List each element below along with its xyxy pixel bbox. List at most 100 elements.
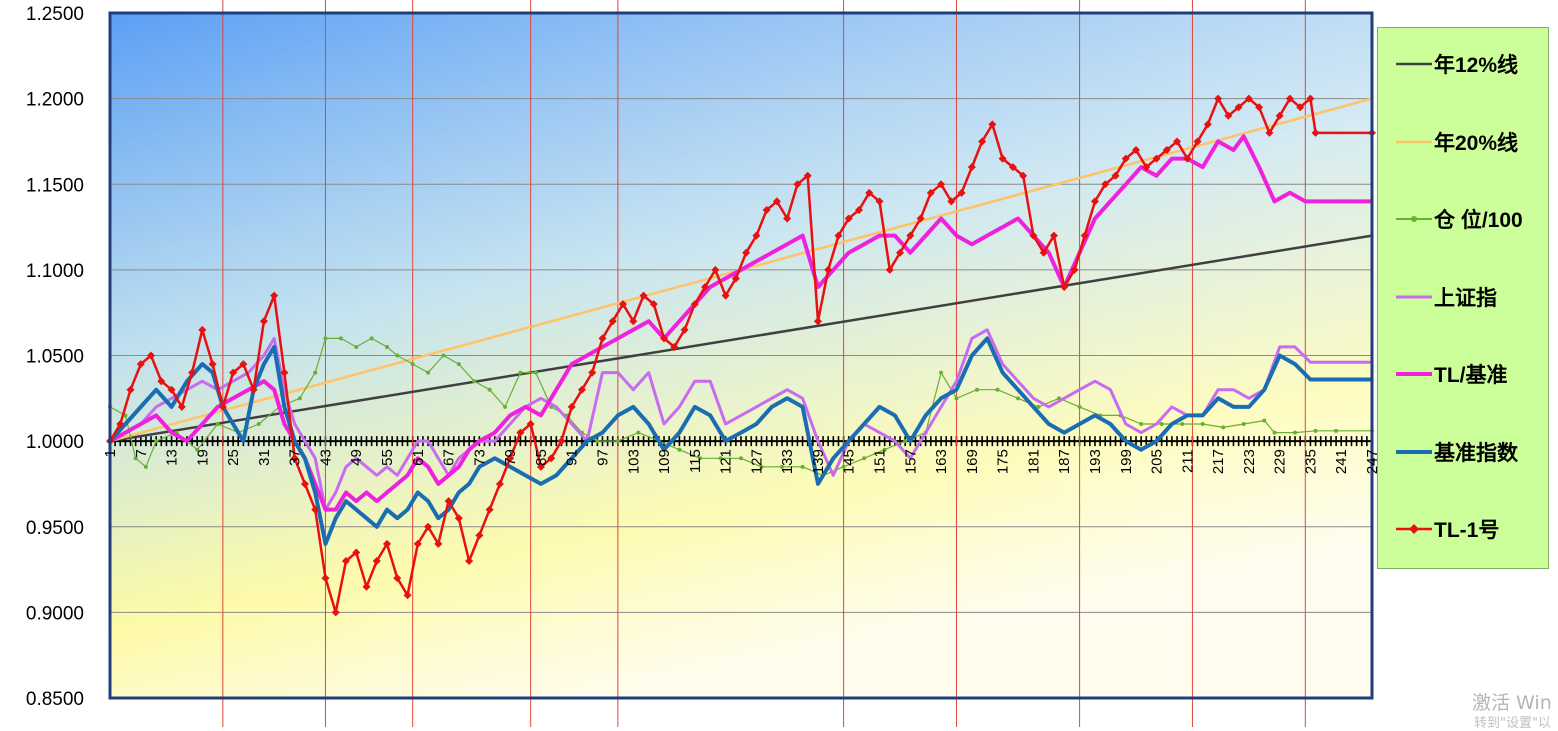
- series-point: [518, 370, 523, 375]
- series-0: [109, 234, 1373, 443]
- legend-item-3: 上证指: [1394, 277, 1497, 317]
- series-point: [167, 385, 176, 394]
- series-point: [1255, 103, 1264, 112]
- series-point: [385, 344, 390, 349]
- series-point: [1111, 171, 1120, 180]
- legend-label: 年12%线: [1434, 54, 1519, 77]
- series-point: [967, 163, 976, 172]
- y-tick-label: 1.2000: [26, 90, 84, 111]
- series-point: [116, 420, 125, 428]
- series-point: [533, 370, 538, 375]
- x-tick-label: 217: [1210, 449, 1227, 474]
- series-point: [916, 214, 925, 223]
- series-point: [526, 420, 535, 428]
- series-point: [341, 557, 350, 565]
- x-tick-label: 139: [810, 449, 827, 474]
- series-point: [772, 197, 781, 206]
- series-point: [1121, 154, 1130, 163]
- x-tick-label: 25: [225, 449, 242, 466]
- series-point: [780, 464, 785, 469]
- series-6: [106, 94, 1376, 617]
- series-point: [1203, 120, 1212, 129]
- x-tick-label: 199: [1118, 449, 1135, 474]
- series-point: [998, 154, 1007, 163]
- series-point: [896, 248, 905, 257]
- series-point: [465, 557, 474, 565]
- series-point: [731, 274, 740, 283]
- series-point: [1262, 418, 1267, 423]
- series-point: [297, 396, 302, 401]
- series-3: [109, 328, 1372, 512]
- series-point: [690, 300, 699, 309]
- series-point: [1132, 146, 1141, 154]
- x-tick-label: 205: [1149, 449, 1166, 474]
- series-point: [629, 317, 638, 326]
- x-tick-label: 247: [1364, 449, 1381, 474]
- y-axis-ticks: 0.8500 0.9000 0.9500 1.0000 1.0500 1.1000 1.15…: [26, 4, 84, 710]
- series-point: [759, 464, 764, 469]
- series-point: [1193, 137, 1202, 146]
- series-point: [1296, 103, 1305, 112]
- legend-label: 年20%线: [1434, 131, 1519, 155]
- series-point: [841, 464, 846, 469]
- y-tick-label: 1.1000: [26, 261, 84, 282]
- series-point: [1101, 180, 1110, 189]
- series-point: [495, 479, 504, 488]
- plot-border: [108, 11, 1374, 700]
- x-tick-label: 73: [471, 449, 488, 466]
- legend-item-2: 仓 位/100: [1394, 199, 1523, 239]
- series-point: [978, 137, 987, 146]
- legend-swatch: [1396, 216, 1432, 222]
- series-point: [1272, 430, 1277, 435]
- x-tick-label: 115: [687, 449, 704, 473]
- series-point: [352, 548, 361, 557]
- series-point: [1221, 425, 1226, 430]
- series-point: [1173, 137, 1182, 146]
- legend-swatch: [1396, 524, 1432, 534]
- series-point: [1019, 171, 1028, 180]
- series-point: [1070, 265, 1079, 274]
- series-point: [215, 422, 220, 426]
- series-point: [711, 265, 720, 274]
- x-tick-label: 127: [748, 449, 765, 474]
- series-group: [106, 94, 1376, 617]
- series-point: [903, 439, 908, 444]
- y-tick-label: 1.0500: [26, 347, 84, 368]
- series-point: [1008, 163, 1017, 172]
- series-point: [472, 379, 477, 384]
- legend-swatch: [1396, 449, 1432, 454]
- series-point: [1029, 231, 1038, 240]
- series-point: [1049, 231, 1058, 240]
- baseline-tick-marks: [109, 436, 1373, 447]
- series-point: [739, 456, 743, 461]
- series-point: [154, 439, 159, 444]
- series-point: [1241, 422, 1246, 426]
- series-point: [126, 385, 135, 394]
- y-tick-label: 1.2500: [26, 4, 84, 25]
- series-point: [300, 479, 309, 488]
- series-point: [503, 404, 508, 409]
- series-point: [372, 557, 381, 565]
- series-point: [875, 197, 884, 206]
- series-point: [588, 368, 597, 377]
- x-tick-label: 19: [194, 449, 211, 466]
- series-point: [177, 402, 186, 411]
- x-tick-label: 181: [1025, 449, 1042, 474]
- x-tick-label: 157: [902, 449, 919, 474]
- series-point: [536, 462, 545, 471]
- series-point: [456, 362, 461, 367]
- x-tick-label: 121: [718, 449, 735, 474]
- series-point: [1200, 422, 1205, 426]
- series-point: [954, 396, 959, 401]
- series-point: [208, 360, 217, 369]
- series-point: [506, 454, 515, 463]
- series-point: [670, 342, 679, 351]
- series-point: [147, 351, 156, 360]
- series-point: [195, 447, 200, 452]
- legend-label: 上证指: [1434, 286, 1497, 310]
- series-point: [393, 574, 402, 583]
- legend-item-4: TL/基准: [1394, 354, 1508, 394]
- series-point: [413, 539, 422, 548]
- legend-item-1: 年20%线: [1394, 122, 1518, 162]
